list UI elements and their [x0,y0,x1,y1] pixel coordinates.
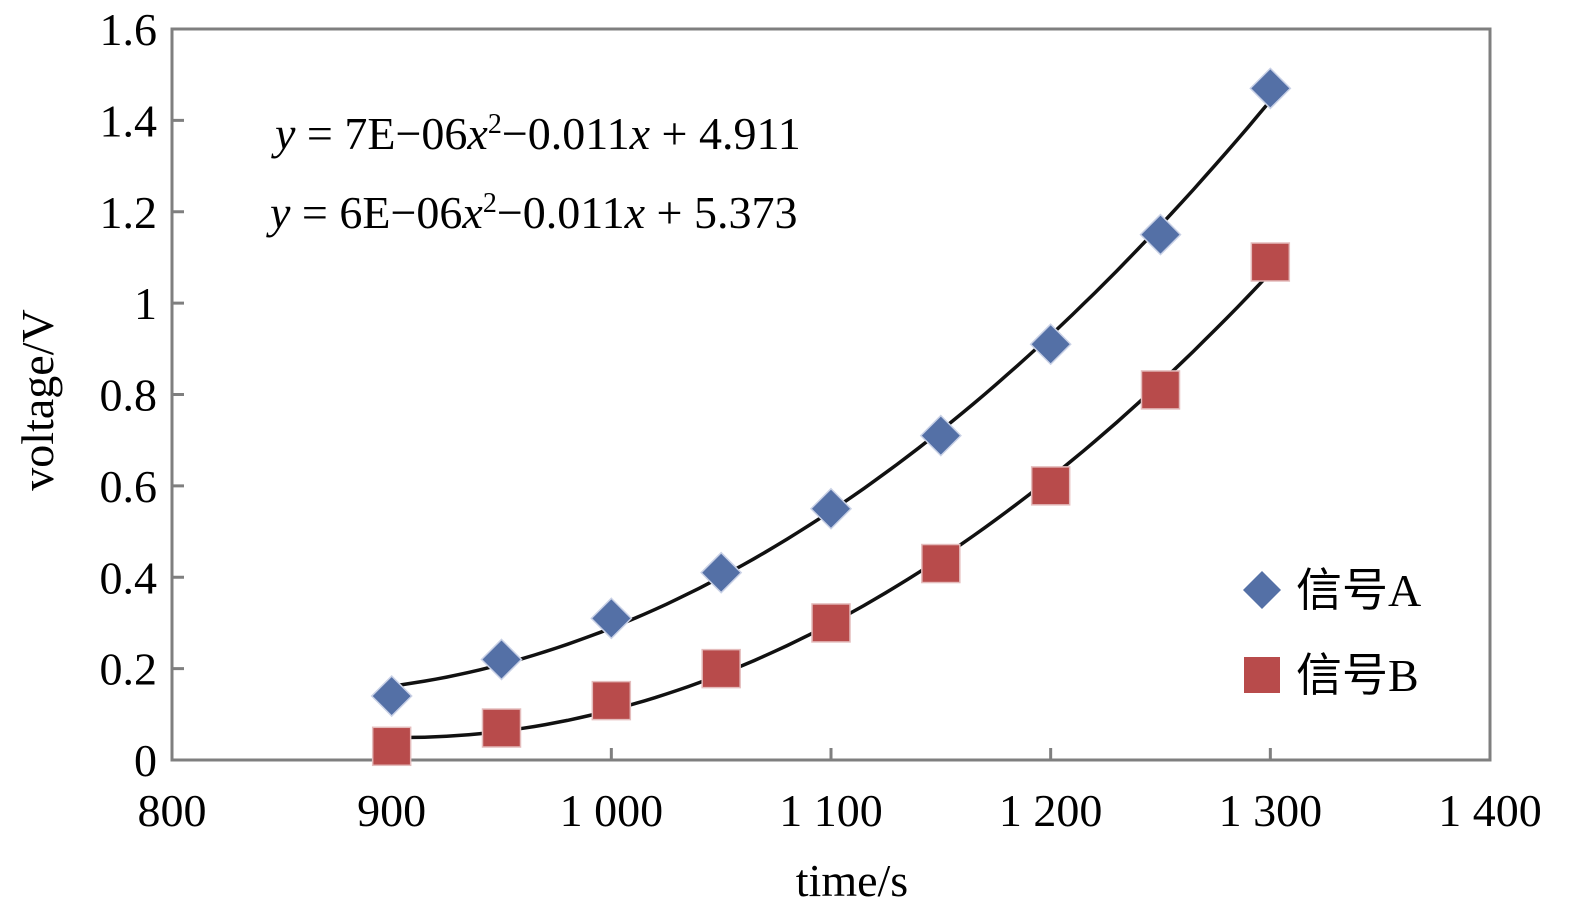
legend-marker-signal-a [1243,571,1281,609]
x-axis-ticks: 800 900 1 000 1 100 1 200 1 300 1 400 [138,748,1542,836]
equation-part: −0.011 [502,108,630,159]
x-axis-title: time/s [796,855,908,906]
point-signal-b [591,680,632,721]
point-signal-a [700,551,743,594]
equation-part: + 4.911 [650,108,801,159]
point-signal-a [809,487,853,530]
y-axis-ticks: 0 0.2 0.4 0.6 0.8 1 1.2 1.4 1.6 [100,4,184,786]
point-signal-a [1249,67,1292,110]
x-tick-label: 900 [357,785,426,836]
equation-part: y [266,187,291,238]
equation-part: = 6E−06 [290,187,462,238]
legend: 信号A 信号B [1243,565,1421,701]
x-tick-label: 1 000 [560,785,664,836]
trendline-equation: y = 7E−06x2−0.011x + 4.911 [271,108,801,159]
point-signal-a [1029,323,1072,366]
point-signal-b [921,543,961,584]
y-tick-label: 0.8 [100,370,158,421]
point-signal-b [811,603,851,643]
point-signal-a [590,597,633,640]
equation-part: x [466,108,488,159]
legend-label: 信号B [1296,650,1419,701]
y-axis-title: voltage/V [12,309,63,490]
y-tick-label: 1.4 [100,95,158,146]
equation-part: x [624,187,646,238]
point-signal-b [1140,370,1181,410]
x-tick-label: 1 400 [1438,785,1542,836]
x-tick-label: 1 300 [1219,785,1323,836]
point-signal-a [919,414,962,457]
y-tick-label: 1.2 [100,187,158,238]
y-tick-label: 0.4 [100,552,158,603]
equation-part: y [271,108,296,159]
y-tick-label: 1.6 [100,4,158,55]
point-signal-b [371,726,412,767]
x-tick-label: 800 [138,785,207,836]
equation-part: = 7E−06 [295,108,467,159]
equation-part: 2 [488,109,502,140]
y-tick-label: 0.6 [100,461,158,512]
data-markers [370,67,1292,767]
point-signal-a [480,638,523,681]
point-signal-b [1030,466,1071,506]
x-tick-label: 1 200 [999,785,1103,836]
equation-part: 2 [483,188,497,219]
equation-part: x [461,187,483,238]
equation-part: + 5.373 [645,187,797,238]
point-signal-b [701,648,741,689]
point-signal-b [481,708,522,748]
legend-label: 信号A [1296,565,1421,616]
point-signal-a [370,674,413,718]
legend-marker-signal-b [1244,657,1280,693]
point-signal-b [1250,242,1291,282]
y-tick-label: 0 [134,735,157,786]
y-tick-label: 1 [134,278,157,329]
equation-part: x [629,108,651,159]
x-tick-label: 1 100 [779,785,883,836]
point-signal-a [1139,213,1182,256]
y-tick-label: 0.2 [100,644,158,695]
equation-part: −0.011 [497,187,625,238]
trendline-equation: y = 6E−06x2−0.011x + 5.373 [266,187,797,238]
